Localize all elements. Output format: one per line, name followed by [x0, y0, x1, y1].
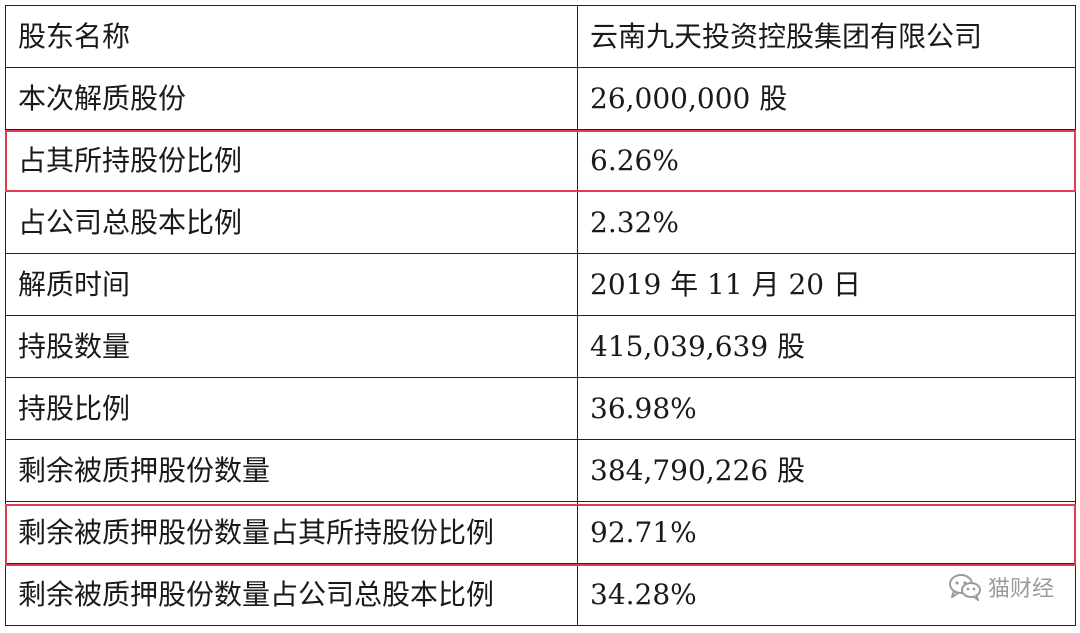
row-label-share-of-total-capital: 占公司总股本比例	[5, 191, 578, 254]
row-label-shares-held: 持股数量	[5, 315, 578, 378]
wechat-icon	[948, 573, 982, 601]
table-row: 占公司总股本比例 2.32%	[5, 191, 1076, 254]
row-label-release-date: 解质时间	[5, 253, 578, 316]
table-row: 本次解质股份 26,000,000 股	[5, 67, 1076, 130]
row-label-holding-ratio: 持股比例	[5, 377, 578, 440]
table-row: 剩余被质押股份数量占其所持股份比例 92.71%	[5, 501, 1076, 564]
row-value-remaining-pledged-of-holdings: 92.71%	[577, 501, 1076, 564]
table-row: 占其所持股份比例 6.26%	[5, 129, 1076, 192]
row-label-share-of-holdings: 占其所持股份比例	[5, 129, 578, 192]
row-value-holding-ratio: 36.98%	[577, 377, 1076, 440]
table-row: 持股比例 36.98%	[5, 377, 1076, 440]
table-row: 持股数量 415,039,639 股	[5, 315, 1076, 378]
row-label-released-shares: 本次解质股份	[5, 67, 578, 130]
row-label-remaining-pledged-of-total: 剩余被质押股份数量占公司总股本比例	[5, 563, 578, 626]
table-row: 剩余被质押股份数量占公司总股本比例 34.28%	[5, 563, 1076, 626]
row-label-shareholder-name: 股东名称	[5, 5, 578, 68]
table-row: 解质时间 2019 年 11 月 20 日	[5, 253, 1076, 316]
row-label-remaining-pledged-of-holdings: 剩余被质押股份数量占其所持股份比例	[5, 501, 578, 564]
row-value-share-of-total-capital: 2.32%	[577, 191, 1076, 254]
row-value-shareholder-name: 云南九天投资控股集团有限公司	[577, 5, 1076, 68]
watermark-text: 猫财经	[987, 577, 1054, 602]
pledge-release-table: 股东名称 云南九天投资控股集团有限公司 本次解质股份 26,000,000 股 …	[5, 5, 1076, 626]
row-value-share-of-holdings: 6.26%	[577, 129, 1076, 192]
row-value-remaining-pledged-of-total: 34.28%	[577, 563, 1076, 626]
row-value-released-shares: 26,000,000 股	[577, 67, 1076, 130]
table-row: 股东名称 云南九天投资控股集团有限公司	[5, 5, 1076, 68]
row-value-shares-held: 415,039,639 股	[577, 315, 1076, 378]
row-label-remaining-pledged: 剩余被质押股份数量	[5, 439, 578, 502]
row-value-release-date: 2019 年 11 月 20 日	[577, 253, 1076, 316]
table-row: 剩余被质押股份数量 384,790,226 股	[5, 439, 1076, 502]
watermark: 猫财经	[948, 571, 1054, 603]
row-value-remaining-pledged: 384,790,226 股	[577, 439, 1076, 502]
